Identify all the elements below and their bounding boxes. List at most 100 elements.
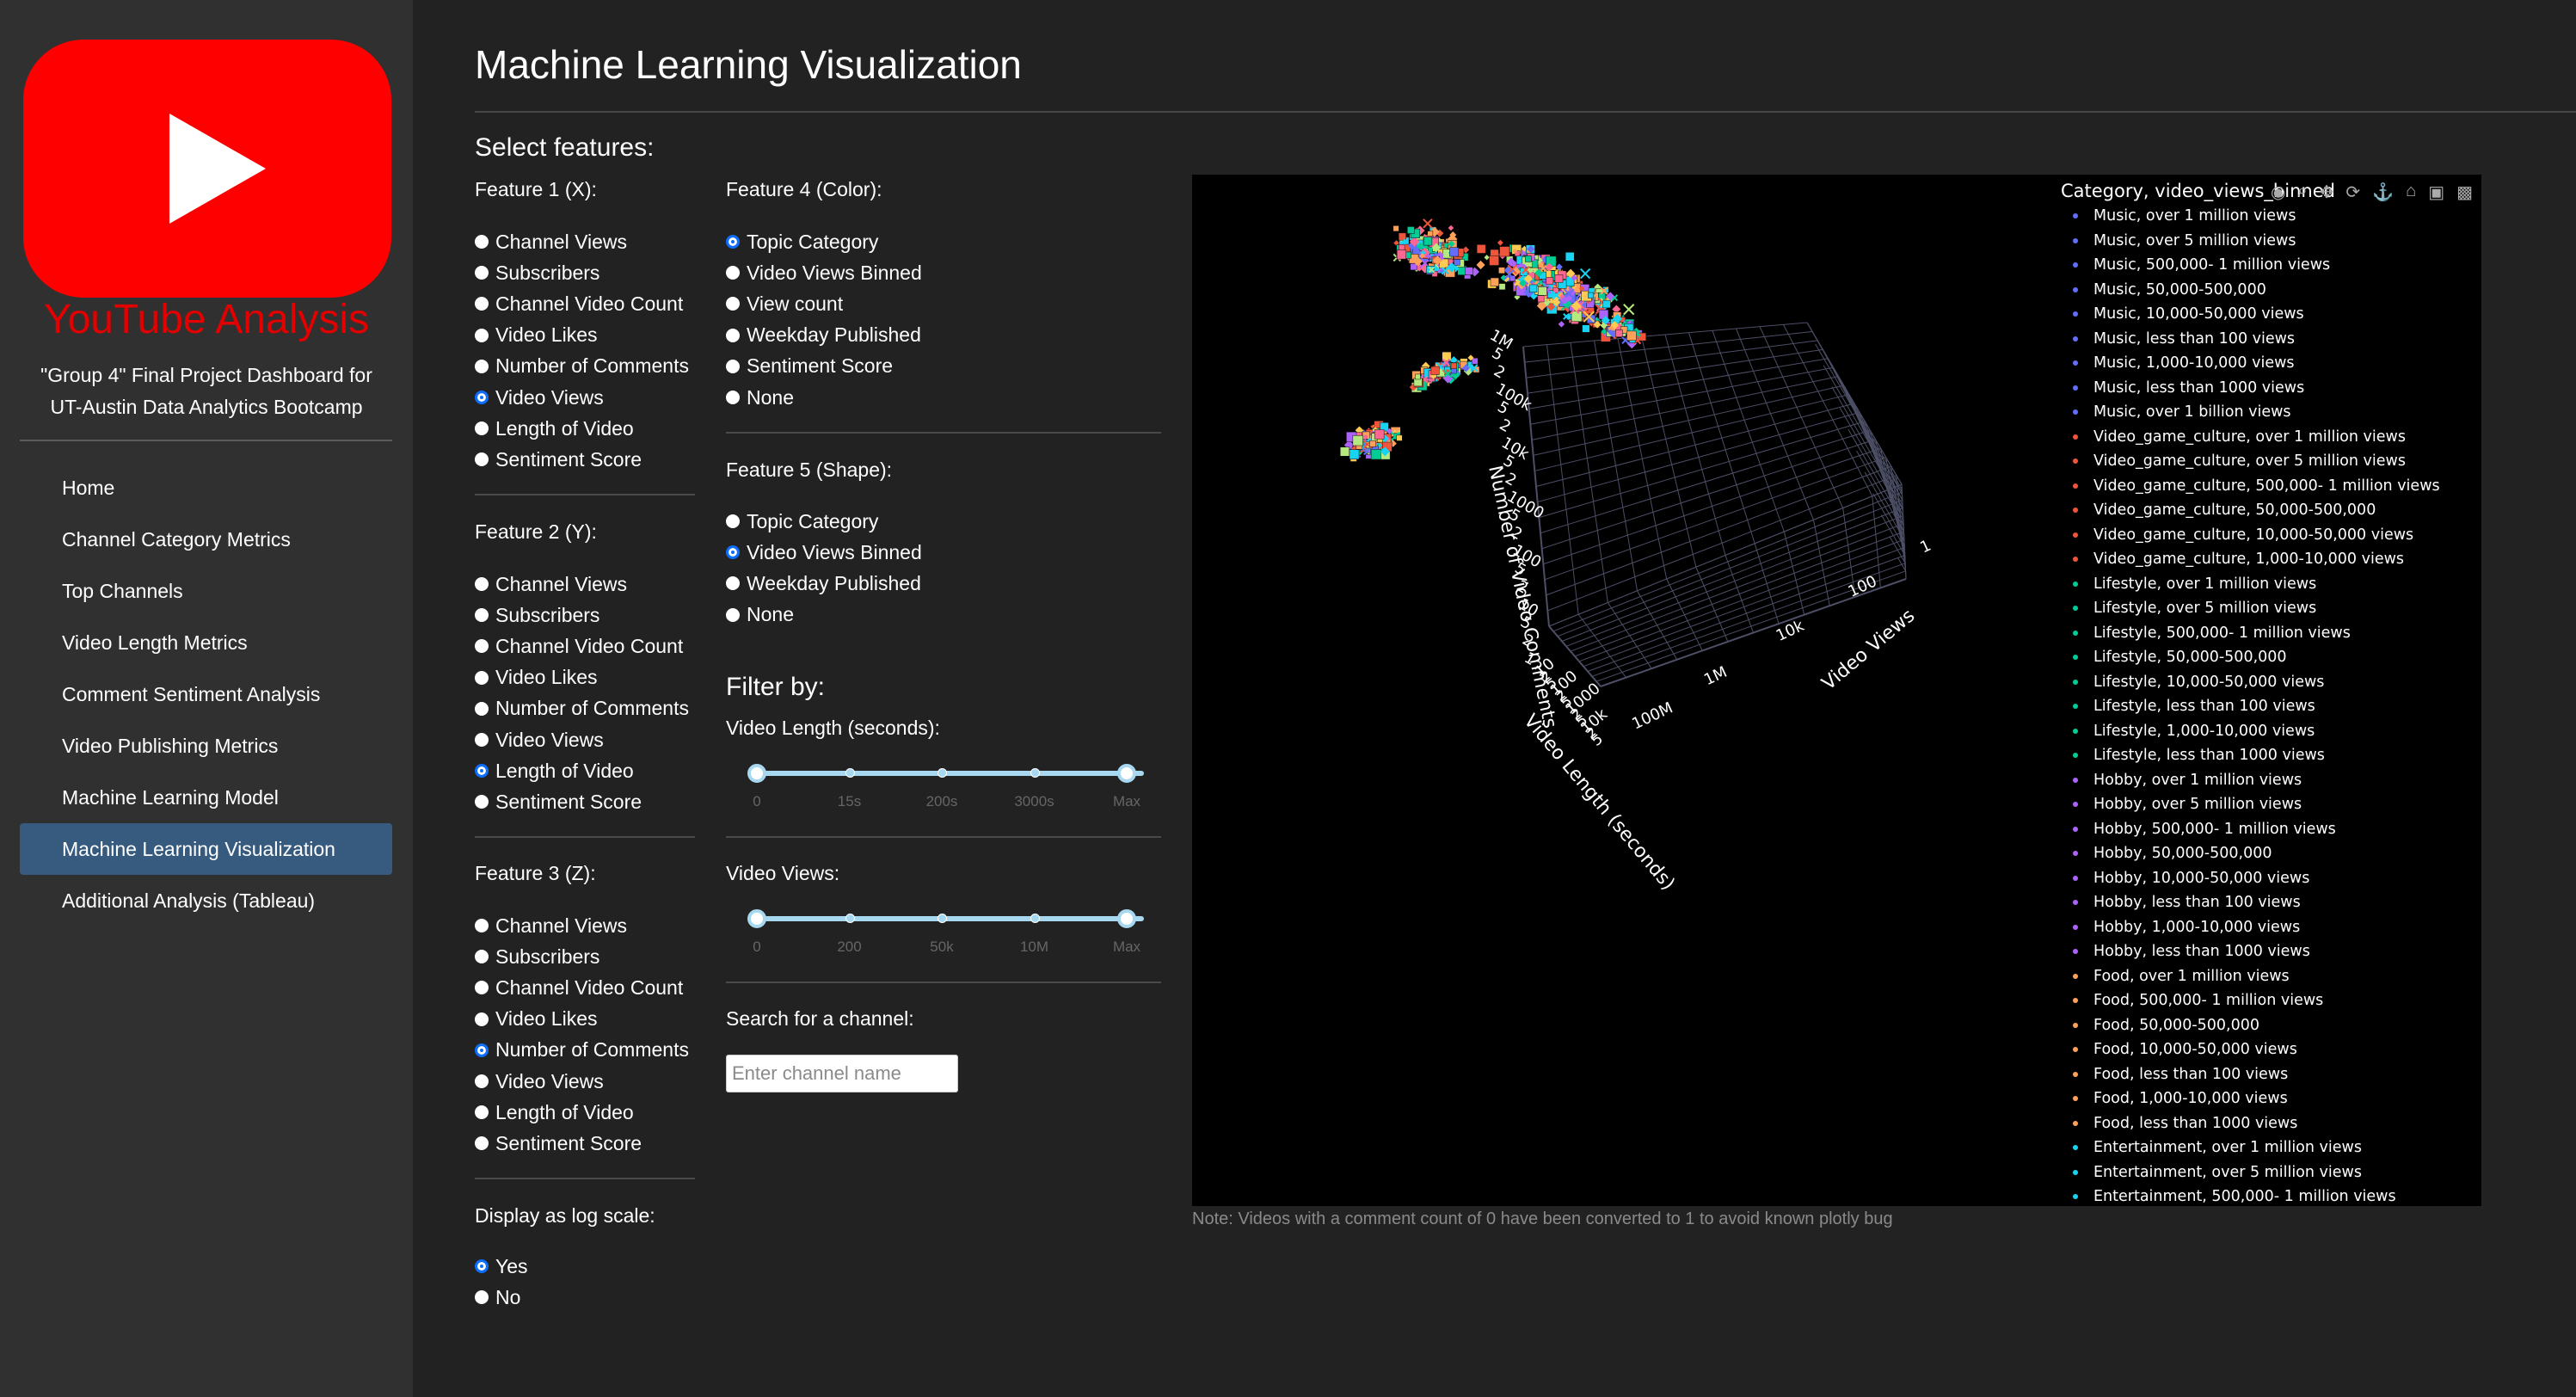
legend-item[interactable]: Music, over 1 million views [2061, 204, 2440, 229]
feature5-option[interactable]: Weekday Published [726, 568, 922, 599]
radio-button[interactable] [475, 981, 489, 995]
plot-canvas[interactable]: 1M52100k5210k521000521005210521102510025… [1192, 175, 2481, 1206]
sidebar-item-additional-analysis[interactable]: Additional Analysis (Tableau) [62, 889, 316, 912]
legend-item[interactable]: Food, 50,000-500,000 [2061, 1013, 2440, 1038]
legend-item[interactable]: Lifestyle, over 5 million views [2061, 596, 2440, 621]
sidebar-item-channel-category-metrics[interactable]: Channel Category Metrics [62, 528, 291, 551]
feature1-option[interactable]: Channel Views [475, 226, 689, 257]
radio-button[interactable] [475, 1012, 489, 1026]
feature3-option[interactable]: Length of Video [475, 1097, 689, 1128]
sidebar-item-video-length-metrics[interactable]: Video Length Metrics [62, 631, 248, 654]
zoom-icon[interactable]: ⌕ [2297, 182, 2308, 200]
turntable-icon[interactable]: ⚓ [2372, 183, 2395, 202]
camera-icon[interactable]: ◉ [2271, 183, 2286, 202]
legend-item[interactable]: Lifestyle, 500,000- 1 million views [2061, 621, 2440, 646]
legend-item[interactable]: Hobby, 1,000-10,000 views [2061, 915, 2440, 940]
feature2-option[interactable]: Channel Video Count [475, 631, 689, 662]
feature2-option[interactable]: Number of Comments [475, 693, 689, 724]
legend-item[interactable]: Food, less than 100 views [2061, 1062, 2440, 1087]
legend-item[interactable]: Lifestyle, 10,000-50,000 views [2061, 670, 2440, 695]
radio-button[interactable] [475, 1259, 489, 1274]
legend-item[interactable]: Lifestyle, less than 100 views [2061, 694, 2440, 719]
feature2-option[interactable]: Channel Views [475, 569, 689, 600]
legend-item[interactable]: Hobby, over 1 million views [2061, 768, 2440, 793]
snapshot-icon[interactable]: ▣ [2428, 183, 2445, 202]
feature4-option[interactable]: View count [726, 288, 922, 319]
log-scale-option[interactable]: Yes [475, 1251, 528, 1282]
orbit-icon[interactable]: ⟳ [2345, 183, 2361, 202]
radio-button[interactable] [475, 1043, 489, 1057]
feature2-option[interactable]: Sentiment Score [475, 786, 689, 817]
radio-button[interactable] [726, 545, 740, 560]
feature1-option[interactable]: Video Likes [475, 320, 689, 351]
radio-button[interactable] [726, 607, 740, 622]
legend-item[interactable]: Entertainment, over 1 million views [2061, 1135, 2440, 1160]
slider-handle[interactable] [1117, 764, 1136, 783]
feature4-option[interactable]: None [726, 382, 922, 413]
feature1-option[interactable]: Number of Comments [475, 351, 689, 382]
plotly-logo-icon[interactable]: ▩ [2456, 183, 2473, 202]
legend-item[interactable]: Music, 500,000- 1 million views [2061, 253, 2440, 278]
legend-item[interactable]: Lifestyle, less than 1000 views [2061, 743, 2440, 768]
legend-item[interactable]: Video_game_culture, over 5 million views [2061, 449, 2440, 474]
video-views-range-slider[interactable]: 0 200 50k 10M Max [747, 902, 1153, 955]
radio-button[interactable] [475, 359, 489, 373]
feature1-option[interactable]: Length of Video [475, 413, 689, 444]
feature4-option[interactable]: Weekday Published [726, 320, 922, 351]
feature1-option[interactable]: Video Views [475, 382, 689, 413]
feature4-option[interactable]: Video Views Binned [726, 257, 922, 288]
legend-item[interactable]: Video_game_culture, 50,000-500,000 [2061, 498, 2440, 523]
feature2-option[interactable]: Length of Video [475, 755, 689, 786]
feature1-option[interactable]: Channel Video Count [475, 288, 689, 319]
radio-button[interactable] [475, 733, 489, 748]
radio-button[interactable] [475, 1136, 489, 1151]
feature4-option[interactable]: Sentiment Score [726, 351, 922, 382]
slider-handle[interactable] [747, 909, 766, 928]
feature5-option[interactable]: Topic Category [726, 506, 922, 537]
radio-button[interactable] [475, 608, 489, 623]
slider-track[interactable] [757, 771, 1144, 776]
video-length-range-slider[interactable]: 0 15s 200s 3000s Max [747, 757, 1153, 809]
legend-item[interactable]: Video_game_culture, 10,000-50,000 views [2061, 523, 2440, 548]
feature3-option[interactable]: Video Views [475, 1066, 689, 1097]
feature3-option[interactable]: Sentiment Score [475, 1128, 689, 1159]
radio-button[interactable] [475, 670, 489, 685]
slider-track[interactable] [757, 916, 1144, 921]
sidebar-item-machine-learning-model[interactable]: Machine Learning Model [62, 786, 279, 809]
legend-item[interactable]: Video_game_culture, 1,000-10,000 views [2061, 547, 2440, 572]
radio-button[interactable] [475, 235, 489, 249]
legend-item[interactable]: Video_game_culture, 500,000- 1 million v… [2061, 474, 2440, 499]
legend-item[interactable]: Music, less than 1000 views [2061, 376, 2440, 401]
radio-button[interactable] [475, 764, 489, 779]
radio-button[interactable] [475, 391, 489, 405]
radio-button[interactable] [475, 1290, 489, 1305]
radio-button[interactable] [475, 422, 489, 436]
radio-button[interactable] [726, 359, 740, 373]
feature5-option[interactable]: None [726, 600, 922, 631]
feature2-option[interactable]: Video Likes [475, 662, 689, 693]
radio-button[interactable] [475, 701, 489, 716]
radio-button[interactable] [726, 514, 740, 529]
legend-item[interactable]: Food, 10,000-50,000 views [2061, 1037, 2440, 1062]
feature4-option[interactable]: Topic Category [726, 226, 922, 257]
channel-search-input[interactable] [726, 1055, 958, 1092]
sidebar-item-top-channels[interactable]: Top Channels [62, 580, 183, 602]
feature1-option[interactable]: Subscribers [475, 257, 689, 288]
radio-button[interactable] [475, 795, 489, 809]
legend-item[interactable]: Lifestyle, 1,000-10,000 views [2061, 719, 2440, 744]
radio-button[interactable] [726, 328, 740, 342]
radio-button[interactable] [475, 328, 489, 342]
legend-item[interactable]: Music, 50,000-500,000 [2061, 278, 2440, 303]
radio-button[interactable] [475, 266, 489, 280]
legend-item[interactable]: Lifestyle, over 1 million views [2061, 572, 2440, 597]
legend-item[interactable]: Music, less than 100 views [2061, 327, 2440, 352]
feature3-option[interactable]: Channel Video Count [475, 972, 689, 1003]
radio-button[interactable] [475, 919, 489, 933]
radio-button[interactable] [475, 1105, 489, 1120]
legend-item[interactable]: Music, over 1 billion views [2061, 400, 2440, 425]
legend-item[interactable]: Music, 10,000-50,000 views [2061, 302, 2440, 327]
radio-button[interactable] [726, 266, 740, 280]
feature2-option[interactable]: Video Views [475, 724, 689, 755]
legend-item[interactable]: Hobby, less than 100 views [2061, 890, 2440, 915]
radio-button[interactable] [475, 297, 489, 311]
